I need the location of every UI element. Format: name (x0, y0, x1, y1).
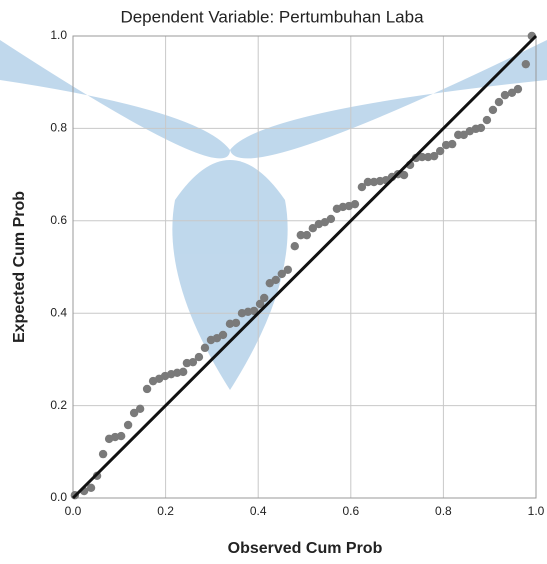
x-tick-label: 0.4 (250, 504, 267, 518)
point (507, 88, 517, 98)
point (271, 275, 280, 285)
point (194, 352, 204, 362)
point (350, 199, 360, 209)
point (302, 230, 312, 240)
point (231, 318, 241, 328)
y-axis-label: Expected Cum Prob (11, 191, 28, 343)
point (283, 265, 293, 274)
x-tick-label: 0.6 (342, 504, 359, 518)
point (188, 357, 198, 367)
point (290, 242, 299, 251)
point (326, 214, 336, 224)
point (200, 343, 210, 353)
point (459, 130, 468, 140)
point (218, 330, 228, 340)
point (513, 84, 523, 94)
chart-title: Dependent Variable: Pertumbuhan Laba (120, 7, 424, 26)
point (447, 139, 457, 149)
point (363, 177, 373, 187)
x-tick-label: 0.2 (157, 504, 174, 518)
point (135, 404, 145, 414)
x-tick-label: 0.0 (65, 504, 82, 518)
point (357, 182, 367, 192)
point (296, 230, 305, 240)
y-tick-label: 0.8 (50, 121, 67, 135)
point (521, 59, 531, 69)
point (116, 431, 126, 441)
reference-line (71, 34, 538, 500)
y-tick-label: 0.0 (50, 490, 67, 504)
y-tick-label: 1.0 (50, 28, 67, 42)
point (308, 223, 318, 233)
watermark (0, 40, 547, 390)
point (429, 151, 439, 161)
point (123, 420, 133, 430)
point (129, 408, 139, 418)
point (249, 306, 259, 316)
point (435, 146, 445, 156)
y-tick-label: 0.2 (50, 398, 67, 412)
point (417, 152, 427, 162)
point (399, 170, 409, 180)
point (488, 105, 498, 115)
x-tick-label: 1.0 (528, 504, 545, 518)
y-tick-label: 0.4 (50, 305, 67, 319)
point (260, 293, 269, 303)
point (500, 90, 510, 100)
point (482, 115, 492, 125)
plot-frame (72, 35, 537, 499)
y-tick-label: 0.6 (50, 213, 67, 227)
point (255, 299, 265, 309)
point (98, 449, 108, 459)
point (178, 367, 188, 377)
point (277, 269, 287, 279)
point (142, 384, 152, 394)
x-axis-label: Observed Cum Prob (228, 540, 383, 557)
x-tick-label: 0.8 (435, 504, 452, 518)
point (494, 97, 504, 107)
point (86, 483, 96, 493)
point (476, 123, 486, 133)
